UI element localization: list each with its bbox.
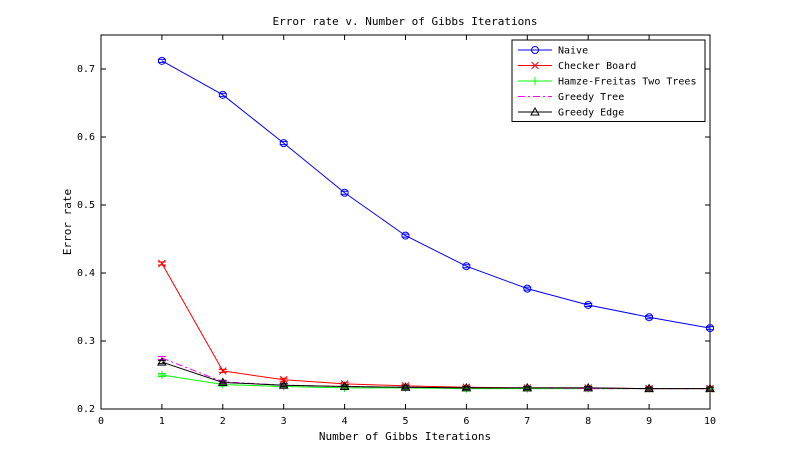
series-4-point-8 (644, 383, 654, 393)
x-tick-label-7: 7 (524, 416, 530, 427)
series-3-errorbar-0 (157, 356, 166, 360)
series-4-point-2 (278, 380, 289, 389)
series-0-errorbar-5 (462, 264, 471, 269)
y-tick-label-3: 0.5 (77, 200, 95, 211)
series-0-point-6 (523, 284, 532, 293)
series-0-errorbar-3 (340, 190, 349, 195)
x-tick-label-1: 1 (159, 416, 165, 427)
series-0-errorbar-9 (706, 326, 714, 331)
series-1-point-2 (279, 375, 288, 384)
y-tick-label-2: 0.4 (77, 268, 95, 279)
series-layer (157, 56, 715, 393)
series-0-point-9 (706, 324, 714, 333)
x-tick-label-10: 10 (704, 416, 716, 427)
series-4-point-9 (705, 383, 715, 393)
x-tick-label-8: 8 (585, 416, 591, 427)
series-0-point-0 (157, 56, 166, 65)
y-tick-label-5: 0.7 (77, 64, 95, 75)
chart-title: Error rate v. Number of Gibbs Iterations (273, 15, 538, 28)
legend-marker-1 (531, 61, 539, 70)
series-4-point-4 (400, 382, 411, 391)
legend-entry-0: Naive (558, 46, 588, 57)
series-4 (157, 357, 715, 393)
series-0-point-3 (340, 188, 349, 197)
series-0-errorbar-0 (157, 58, 166, 63)
y-tick-label-1: 0.3 (77, 336, 95, 347)
series-line-4 (161, 361, 710, 390)
x-tick-label-5: 5 (402, 416, 408, 427)
legend-marker-2 (531, 77, 539, 85)
legend: Naive Checker Board Hamze-Freitas Two Tree… (511, 39, 706, 122)
series-4-point-3 (339, 381, 350, 391)
series-line-0 (161, 60, 711, 329)
series-0-errorbar-2 (279, 141, 288, 146)
series-0-point-7 (584, 300, 593, 309)
series-3-errorbar-7 (584, 386, 593, 391)
series-0-point-5 (462, 262, 471, 271)
series-0-point-8 (645, 313, 654, 322)
x-axis-label: Number of Gibbs Iterations (319, 430, 491, 443)
x-tick-label-3: 3 (281, 416, 287, 427)
series-4-point-5 (461, 382, 472, 392)
axis-ticks: 0 1 2 3 4 5 6 7 8 9 10 0.2 0.3 0.4 0.5 0.6 0.7 (77, 35, 716, 427)
legend-entry-3: Greedy Tree (558, 92, 624, 103)
series-1-errorbar-0 (157, 261, 166, 266)
series-4-point-1 (217, 377, 228, 386)
legend-marker-4 (530, 106, 540, 116)
y-axis-label: Error rate (61, 189, 74, 255)
x-tick-label-2: 2 (220, 416, 226, 427)
series-4-point-0 (157, 357, 167, 366)
series-0-errorbar-6 (523, 286, 532, 291)
series-1-errorbar-1 (218, 368, 227, 373)
y-tick-label-0: 0.2 (77, 404, 95, 415)
series-0-errorbar-7 (584, 302, 593, 307)
legend-entry-2: Hamze-Freitas Two Trees (558, 77, 696, 88)
series-2-point-0 (157, 371, 166, 379)
series-4-point-6 (522, 382, 533, 392)
legend-entry-4: Greedy Edge (558, 108, 624, 119)
y-tick-label-4: 0.6 (77, 132, 95, 143)
x-tick-label-9: 9 (646, 416, 652, 427)
legend-entry-1: Checker Board (558, 61, 636, 72)
series-0-errorbar-4 (401, 233, 410, 238)
series-0-point-2 (279, 139, 288, 148)
x-tick-label-4: 4 (342, 416, 348, 427)
series-0-errorbar-1 (218, 92, 227, 97)
x-tick-label-0: 0 (98, 416, 104, 427)
series-0 (157, 56, 714, 333)
series-0-point-1 (218, 90, 227, 99)
series-0-point-4 (401, 231, 410, 240)
series-0-errorbar-8 (645, 315, 654, 320)
legend-marker-0 (531, 46, 539, 54)
series-1-point-0 (158, 259, 166, 268)
x-tick-label-6: 6 (463, 416, 469, 427)
series-4-point-7 (583, 382, 594, 392)
series-1-point-1 (218, 367, 227, 375)
